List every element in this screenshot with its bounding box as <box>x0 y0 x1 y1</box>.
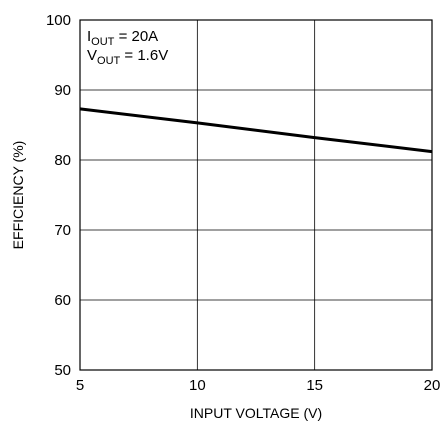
x-tick-labels: 5 10 15 20 <box>76 377 441 394</box>
x-tick-label: 15 <box>306 377 323 394</box>
annotation-vout-main: V <box>87 47 97 64</box>
annotation-vout-sub: OUT <box>97 55 121 67</box>
grid <box>79 19 433 371</box>
y-axis-label: EFFICIENCY (%) <box>10 141 26 250</box>
annotation-iout-main: I <box>87 28 91 45</box>
y-tick-label: 50 <box>54 362 71 379</box>
x-axis-label: INPUT VOLTAGE (V) <box>190 405 322 421</box>
y-tick-label: 80 <box>54 152 71 169</box>
x-tick-label: 10 <box>189 377 206 394</box>
annotation-iout-sub: OUT <box>91 36 115 48</box>
series-group <box>79 107 433 154</box>
efficiency-series-line <box>79 107 433 154</box>
annotation-iout-value: = 20A <box>114 28 158 45</box>
y-tick-label: 70 <box>54 222 71 239</box>
y-tick-label: 90 <box>54 82 71 99</box>
annotation-vout-value: = 1.6V <box>120 47 168 64</box>
y-tick-label: 100 <box>46 12 71 29</box>
x-tick-label: 5 <box>76 377 84 394</box>
y-tick-label: 60 <box>54 292 71 309</box>
plot-frame <box>79 19 433 371</box>
y-tick-labels: 50 60 70 80 90 100 <box>46 12 71 379</box>
x-tick-label: 20 <box>424 377 441 394</box>
annotation-iout: IOUT = 20A <box>87 28 158 48</box>
annotation-vout: VOUT = 1.6V <box>87 47 168 67</box>
